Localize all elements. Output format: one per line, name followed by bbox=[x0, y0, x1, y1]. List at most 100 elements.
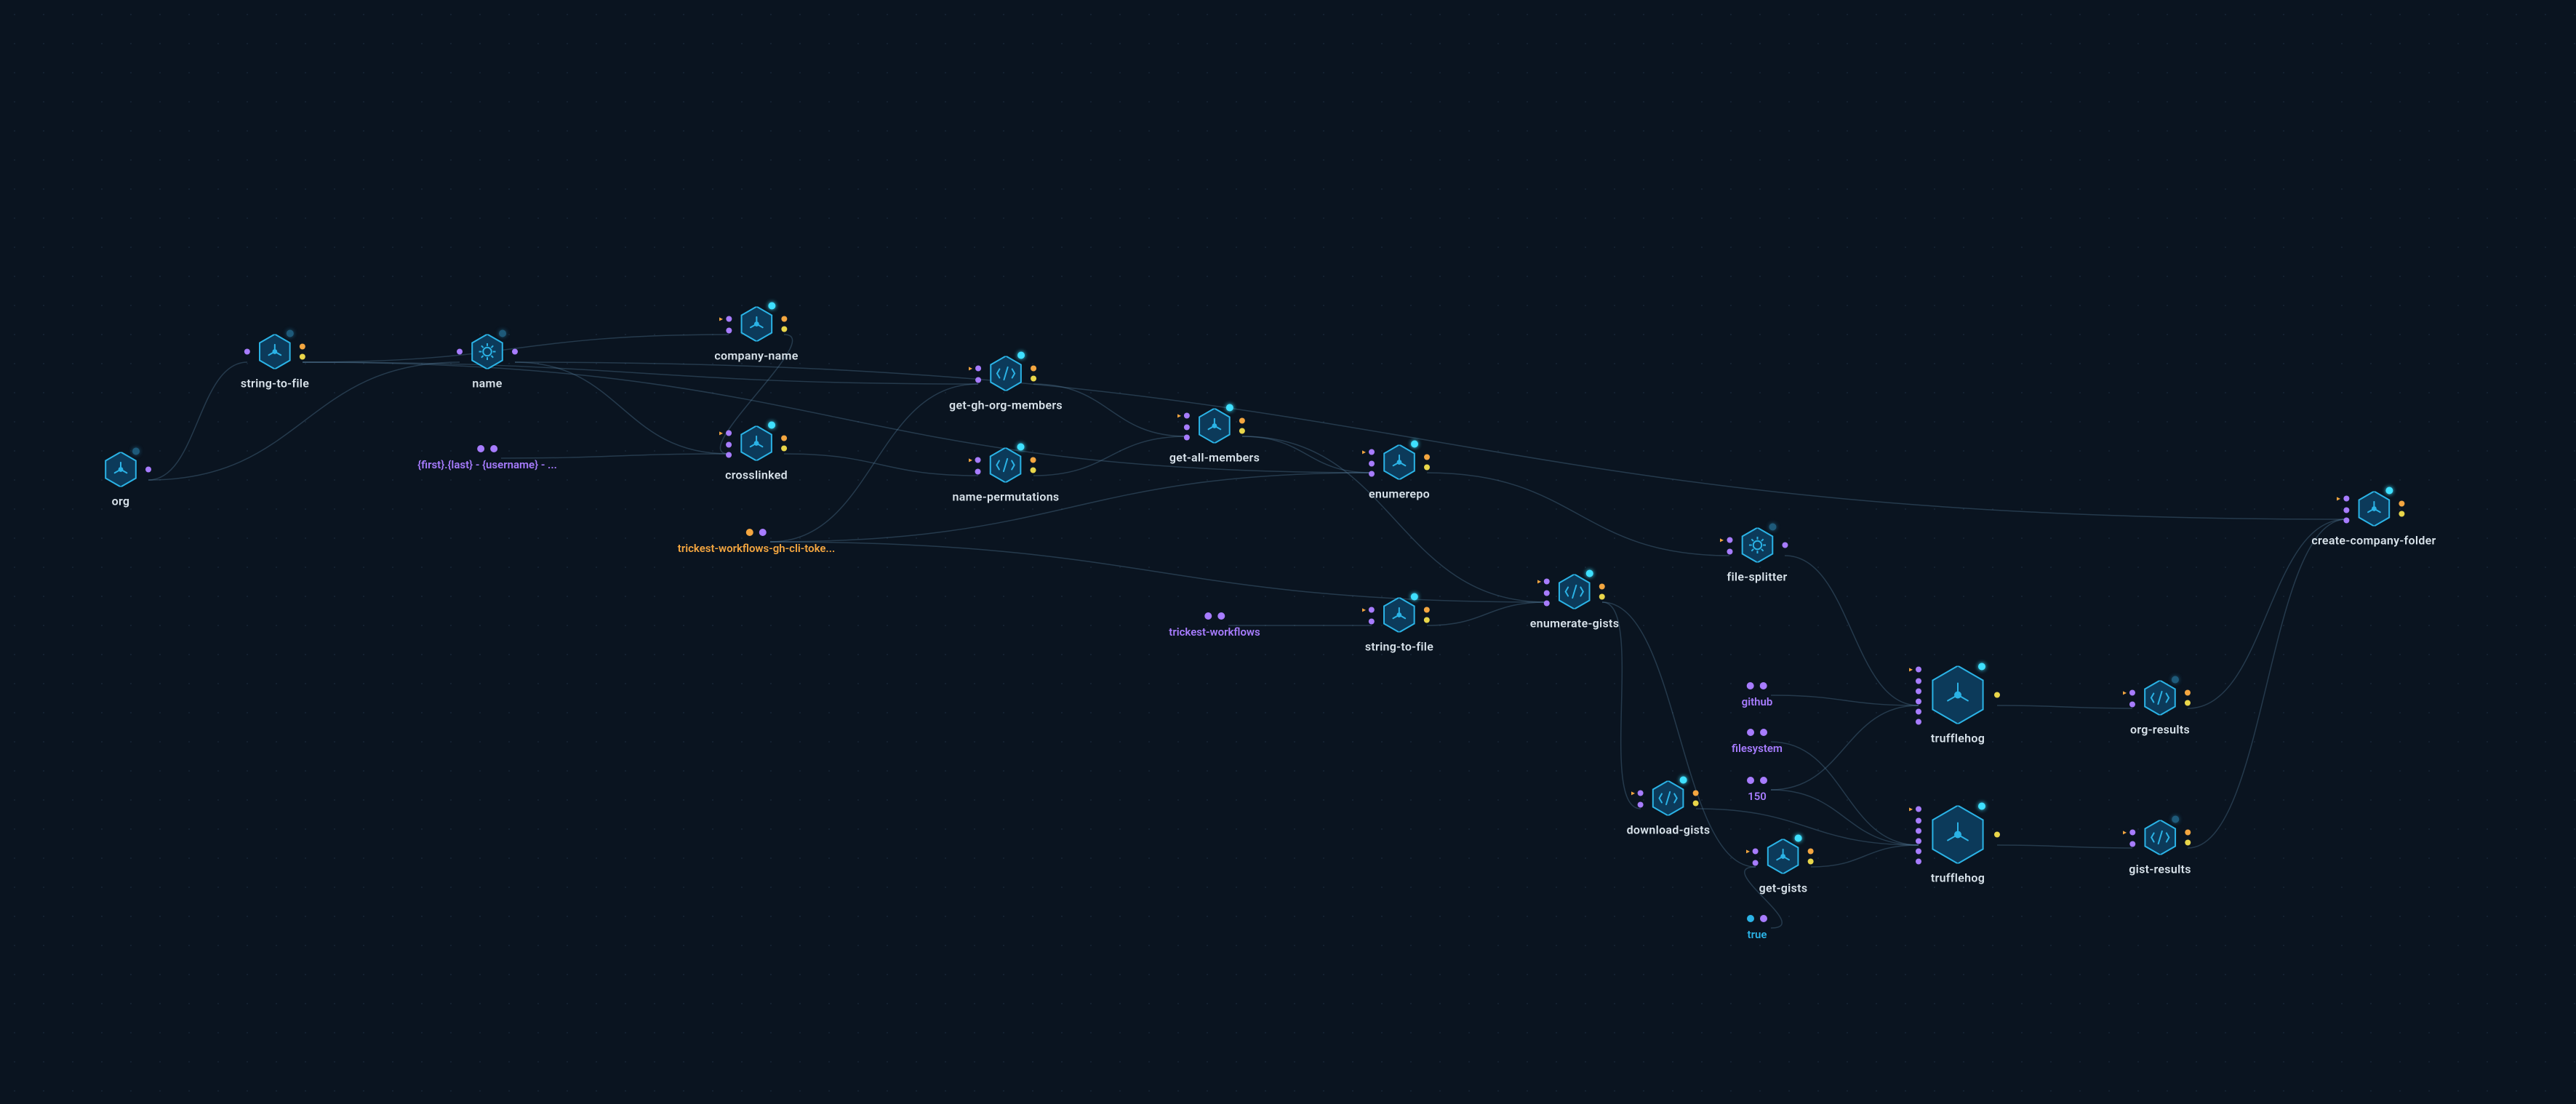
workflow-canvas[interactable]: org string-to-file name▸ company-name▸ c… bbox=[0, 0, 2576, 1104]
ports-in: ▸ bbox=[1537, 577, 1550, 606]
hex-icon bbox=[470, 335, 505, 369]
param-dots bbox=[1747, 682, 1767, 689]
param-label: 150 bbox=[1748, 790, 1767, 803]
ports-in: ▸ bbox=[1362, 606, 1375, 624]
param-label: github bbox=[1742, 695, 1773, 708]
ports-out bbox=[1031, 457, 1036, 473]
hex-icon bbox=[1197, 409, 1232, 444]
status-dot bbox=[499, 330, 506, 337]
hex-icon bbox=[2143, 681, 2177, 716]
param-p-true[interactable]: true bbox=[1747, 915, 1767, 941]
hex-icon bbox=[1929, 666, 1987, 724]
hex-icon bbox=[1382, 445, 1417, 480]
node-name-permutations[interactable]: ▸ name-permutations bbox=[953, 448, 1060, 504]
node-gist-results[interactable]: ▸ gist-results bbox=[2129, 820, 2191, 876]
ports-in: ▸ bbox=[1720, 536, 1732, 554]
param-dots bbox=[477, 445, 497, 452]
ports-out bbox=[1808, 849, 1814, 865]
node-label: trufflehog bbox=[1931, 732, 1985, 745]
node-trufflehog-2[interactable]: ▸ trufflehog bbox=[1929, 806, 1987, 885]
node-label: get-gh-org-members bbox=[949, 399, 1063, 412]
param-p-filesystem[interactable]: filesystem bbox=[1732, 729, 1783, 755]
ports-out bbox=[1994, 692, 2000, 698]
node-name[interactable]: name bbox=[470, 335, 505, 391]
node-org[interactable]: org bbox=[103, 452, 138, 508]
param-label: trickest-workflows-gh-cli-toke... bbox=[678, 542, 835, 555]
ports-in: ▸ bbox=[969, 364, 981, 383]
status-dot bbox=[1680, 777, 1687, 784]
param-p-github[interactable]: github bbox=[1742, 682, 1773, 708]
node-label: name-permutations bbox=[953, 490, 1060, 504]
ports-out bbox=[781, 436, 787, 452]
node-label: string-to-file bbox=[1365, 640, 1433, 654]
node-label: org bbox=[112, 495, 130, 508]
status-dot bbox=[1795, 835, 1802, 842]
ports-out bbox=[781, 316, 787, 332]
node-label: company-name bbox=[714, 349, 798, 363]
param-dots bbox=[1747, 777, 1767, 784]
node-label: get-all-members bbox=[1169, 451, 1260, 465]
param-p-trickest-workflows[interactable]: trickest-workflows bbox=[1169, 612, 1260, 639]
ports-out bbox=[1424, 607, 1430, 623]
node-download-gists[interactable]: ▸ download-gists bbox=[1627, 781, 1711, 837]
node-get-gists[interactable]: ▸ get-gists bbox=[1759, 839, 1808, 895]
ports-in: ▸ bbox=[719, 315, 732, 333]
param-dots bbox=[746, 529, 767, 536]
ports-in bbox=[457, 349, 463, 355]
node-label: enumerepo bbox=[1369, 487, 1430, 501]
ports-out bbox=[1693, 791, 1699, 807]
status-dot bbox=[1978, 803, 1985, 810]
hex-icon bbox=[739, 307, 774, 342]
node-company-name[interactable]: ▸ company-name bbox=[714, 307, 798, 363]
ports-out bbox=[2185, 830, 2191, 846]
param-label: filesystem bbox=[1732, 742, 1783, 755]
node-create-company-folder[interactable]: ▸ create-company-folder bbox=[2311, 492, 2436, 548]
ports-out bbox=[1239, 418, 1245, 434]
ports-in: ▸ bbox=[1909, 665, 1921, 724]
ports-in: ▸ bbox=[2123, 828, 2135, 847]
node-label: trufflehog bbox=[1931, 871, 1985, 885]
param-dots bbox=[1204, 612, 1225, 620]
ports-out bbox=[512, 349, 518, 355]
hex-icon bbox=[2356, 492, 2391, 527]
hex-icon bbox=[2143, 820, 2177, 855]
param-dots bbox=[1747, 915, 1767, 922]
node-enumerepo[interactable]: ▸ enumerepo bbox=[1369, 445, 1430, 501]
ports-in: ▸ bbox=[969, 456, 981, 474]
param-p-format[interactable]: {first}.{last} - {username} - ... bbox=[417, 445, 557, 471]
node-string-to-file-1[interactable]: string-to-file bbox=[241, 335, 309, 391]
param-label: {first}.{last} - {username} - ... bbox=[417, 458, 557, 471]
ports-in: ▸ bbox=[719, 429, 732, 457]
ports-out bbox=[1782, 543, 1788, 548]
ports-out bbox=[1424, 455, 1430, 471]
ports-out bbox=[2185, 690, 2191, 706]
node-label: file-splitter bbox=[1727, 570, 1787, 584]
ports-in: ▸ bbox=[1746, 847, 1759, 865]
hex-icon bbox=[1557, 575, 1592, 609]
ports-in: ▸ bbox=[2123, 689, 2135, 707]
ports-in: ▸ bbox=[1631, 789, 1644, 807]
canvas-grid bbox=[0, 0, 2576, 1104]
status-dot bbox=[1226, 404, 1233, 412]
node-label: org-results bbox=[2130, 723, 2190, 737]
node-org-results[interactable]: ▸ org-results bbox=[2130, 681, 2190, 737]
status-dot bbox=[1411, 441, 1418, 448]
node-enumerate-gists[interactable]: ▸ enumerate-gists bbox=[1530, 575, 1620, 631]
node-label: enumerate-gists bbox=[1530, 617, 1620, 631]
param-p-150[interactable]: 150 bbox=[1747, 777, 1767, 803]
status-dot bbox=[132, 448, 140, 455]
node-crosslinked[interactable]: ▸ crosslinked bbox=[725, 426, 788, 482]
hex-icon bbox=[1740, 528, 1775, 563]
status-dot bbox=[287, 330, 294, 337]
status-dot bbox=[768, 422, 775, 429]
hex-icon bbox=[103, 452, 138, 487]
hex-icon bbox=[988, 356, 1023, 391]
status-dot bbox=[1769, 524, 1776, 531]
node-get-all-members[interactable]: ▸ get-all-members bbox=[1169, 409, 1260, 465]
hex-icon bbox=[1382, 598, 1417, 633]
node-file-splitter[interactable]: ▸ file-splitter bbox=[1727, 528, 1787, 584]
param-p-gh-token[interactable]: trickest-workflows-gh-cli-toke... bbox=[678, 529, 835, 555]
node-get-gh-org-members[interactable]: ▸ get-gh-org-members bbox=[949, 356, 1063, 412]
node-trufflehog-1[interactable]: ▸ trufflehog bbox=[1929, 666, 1987, 745]
node-string-to-file-2[interactable]: ▸ string-to-file bbox=[1365, 598, 1433, 654]
